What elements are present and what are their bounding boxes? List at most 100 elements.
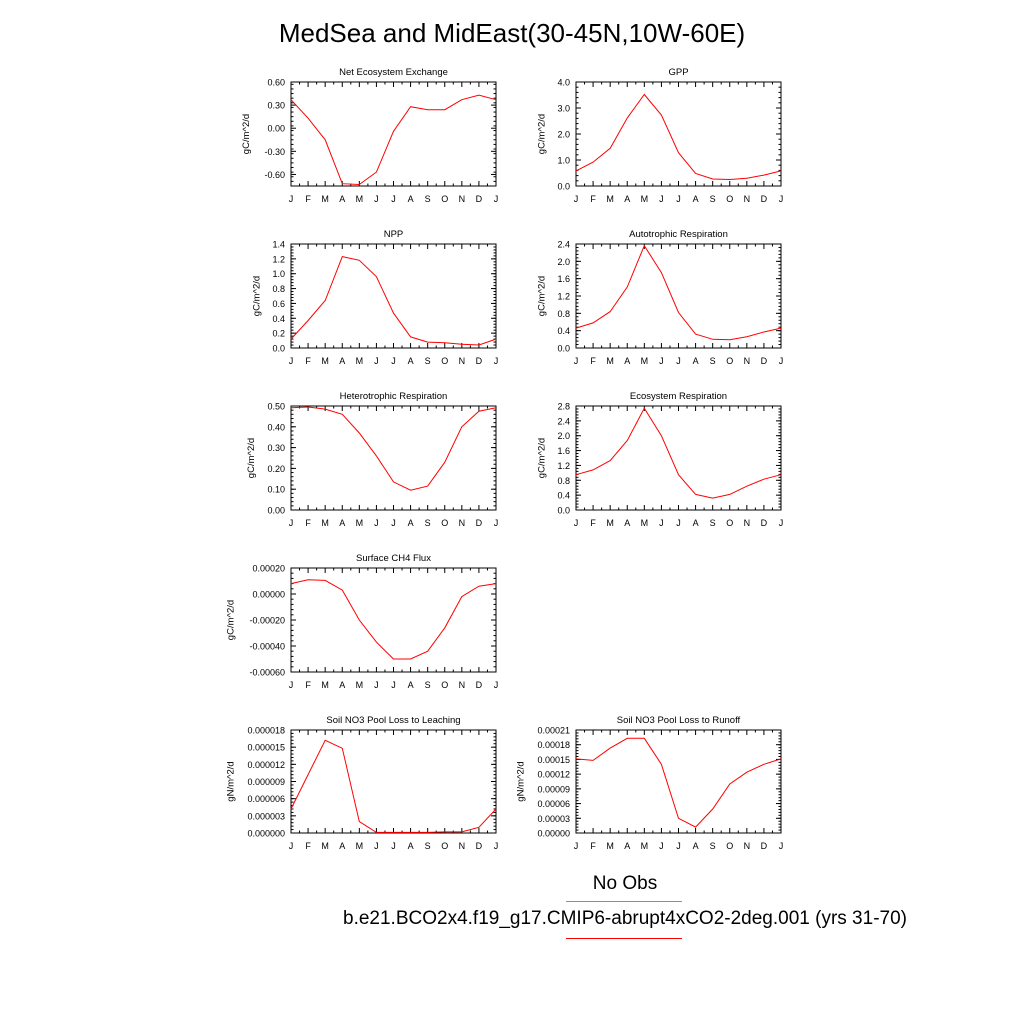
x-tick-label: M [356, 841, 364, 851]
y-axis-label: gC/m^2/d [225, 600, 236, 640]
x-tick-label: J [676, 841, 681, 851]
x-tick-label: J [391, 356, 396, 366]
x-tick-label: J [494, 356, 499, 366]
y-tick-label: 0.000018 [247, 726, 285, 736]
y-tick-label: 0.00012 [537, 770, 570, 780]
x-tick-label: A [693, 356, 699, 366]
x-tick-label: M [321, 680, 329, 690]
x-tick-label: A [408, 680, 414, 690]
panel-8: J F M A M J J A S O N D J0.0000180.0000150.0000120.0… [225, 715, 498, 851]
y-axis-label: gC/m^2/d [246, 438, 257, 478]
y-tick-label: 0.000000 [247, 829, 285, 839]
series-line [575, 737, 782, 828]
series-line [575, 407, 782, 499]
y-tick-label: -0.00060 [249, 668, 285, 678]
x-tick-label: J [374, 841, 379, 851]
y-axis-label: gC/m^2/d [536, 114, 547, 154]
x-tick-label: F [590, 356, 596, 366]
x-tick-label: A [339, 356, 345, 366]
legend-obs-label: No Obs [592, 873, 658, 894]
panel-6: J F M A M J J A S O N D J2.82.42.01.61.20.80.40.0Eco… [536, 391, 783, 528]
legend-obs-line [566, 901, 682, 902]
plot-frame [575, 81, 782, 187]
x-tick-label: M [606, 356, 614, 366]
plot-frame [575, 243, 782, 349]
x-tick-label: J [374, 356, 379, 366]
x-tick-label: J [676, 194, 681, 204]
x-tick-label: S [425, 680, 431, 690]
x-tick-label: J [659, 356, 664, 366]
y-axis-label: gC/m^2/d [241, 114, 252, 154]
x-tick-label: O [726, 841, 733, 851]
x-tick-label: O [441, 518, 448, 528]
plot-frame [290, 81, 497, 187]
y-tick-label: 2.0 [557, 130, 570, 140]
y-tick-label: 0.0 [557, 344, 570, 354]
x-tick-label: N [459, 356, 466, 366]
y-tick-label: 0.4 [557, 491, 570, 501]
x-tick-label: O [441, 680, 448, 690]
y-tick-label: 0.0 [272, 344, 285, 354]
x-tick-label: A [693, 518, 699, 528]
y-tick-label: 0.2 [272, 329, 285, 339]
x-tick-label: M [356, 680, 364, 690]
x-tick-label: O [726, 518, 733, 528]
y-tick-label: 0.8 [557, 309, 570, 319]
x-tick-label: A [408, 356, 414, 366]
x-tick-label: D [761, 841, 768, 851]
x-tick-label: M [641, 194, 649, 204]
y-tick-label: 0.000009 [247, 777, 285, 787]
y-axis-label: gN/m^2/d [516, 761, 527, 801]
x-tick-label: J [494, 680, 499, 690]
x-tick-label: J [374, 518, 379, 528]
x-tick-label: M [356, 194, 364, 204]
y-tick-label: 0.000006 [247, 794, 285, 804]
y-tick-label: -0.30 [264, 147, 285, 157]
y-tick-label: 0.40 [267, 422, 285, 432]
y-tick-label: 0.00020 [252, 564, 285, 574]
x-tick-label: F [305, 194, 311, 204]
x-tick-label: F [590, 194, 596, 204]
x-tick-label: A [624, 841, 630, 851]
series-line [290, 406, 497, 491]
x-tick-label: D [761, 194, 768, 204]
x-tick-label: A [339, 194, 345, 204]
x-tick-label: J [659, 518, 664, 528]
series-line [575, 244, 782, 341]
series-line [575, 93, 782, 181]
y-tick-label: 1.6 [557, 446, 570, 456]
y-tick-label: 0.50 [267, 402, 285, 412]
y-axis-label: gC/m^2/d [536, 276, 547, 316]
x-tick-label: D [476, 680, 483, 690]
panel-title: Ecosystem Respiration [630, 391, 727, 402]
x-tick-label: A [339, 680, 345, 690]
plot-frame [290, 567, 497, 673]
x-tick-label: N [744, 841, 751, 851]
panel-title: NPP [384, 229, 404, 240]
panel-title: Heterotrophic Respiration [340, 391, 448, 402]
y-tick-label: 0.00009 [537, 784, 570, 794]
x-tick-label: J [391, 680, 396, 690]
x-tick-label: J [289, 841, 294, 851]
y-tick-label: 0.4 [272, 314, 285, 324]
x-tick-label: J [494, 194, 499, 204]
x-tick-label: A [624, 518, 630, 528]
y-tick-label: 1.2 [272, 254, 285, 264]
x-tick-label: M [356, 356, 364, 366]
series-line [290, 256, 497, 346]
x-tick-label: S [710, 518, 716, 528]
x-tick-label: N [744, 518, 751, 528]
y-tick-label: 1.2 [557, 292, 570, 302]
x-tick-label: J [574, 194, 579, 204]
x-tick-label: J [574, 356, 579, 366]
x-tick-label: A [408, 841, 414, 851]
y-tick-label: 0.00000 [252, 590, 285, 600]
panel-4: J F M A M J J A S O N D J2.42.01.61.20.80.40.0Autotr… [536, 229, 783, 366]
y-tick-label: 0.20 [267, 464, 285, 474]
x-tick-label: J [779, 356, 784, 366]
x-tick-label: M [641, 356, 649, 366]
y-tick-label: 0.60 [267, 78, 285, 88]
x-tick-label: J [676, 356, 681, 366]
